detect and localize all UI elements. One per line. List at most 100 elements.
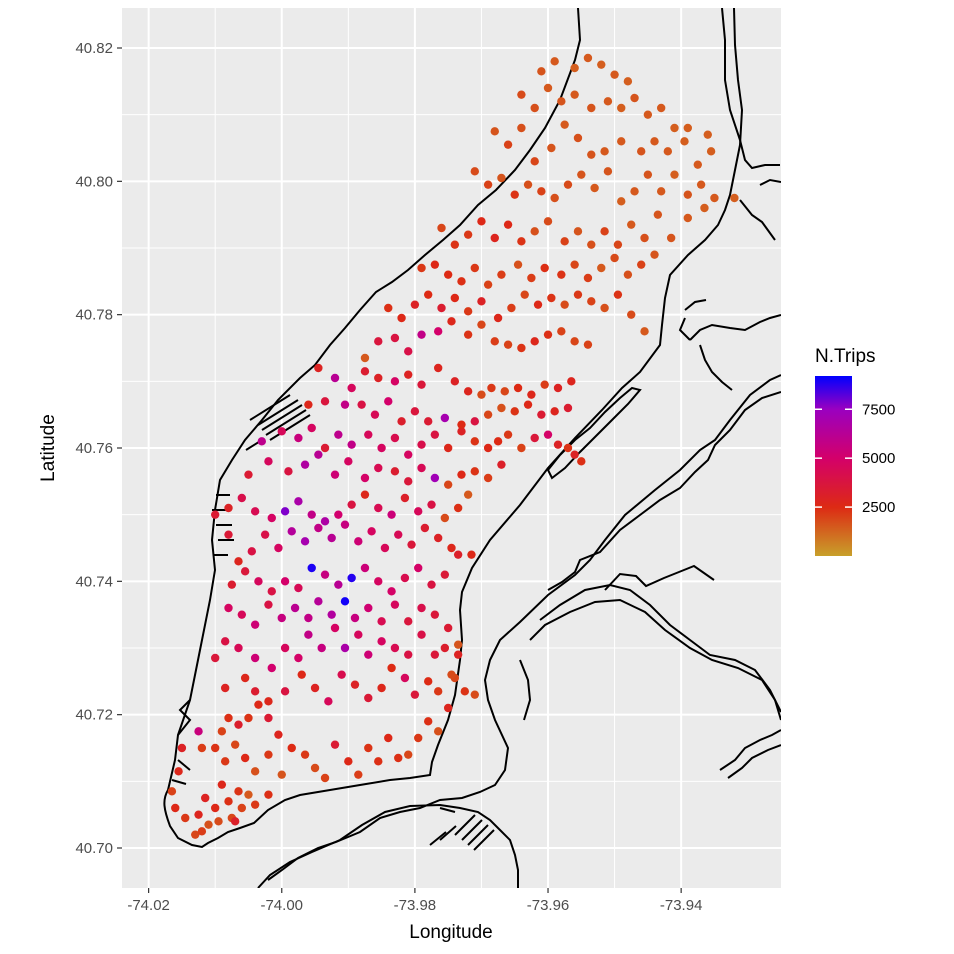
station-point [453, 640, 463, 649]
station-point [234, 557, 243, 566]
station-point [354, 770, 363, 779]
station-point [543, 83, 553, 93]
station-point [171, 803, 180, 813]
station-point [360, 490, 370, 499]
station-point [367, 527, 376, 536]
station-point [570, 337, 579, 346]
station-point [570, 450, 579, 459]
station-point [344, 457, 353, 466]
station-point [337, 670, 346, 679]
newtown-creek [529, 598, 781, 721]
station-point [404, 450, 413, 459]
station-point [573, 133, 583, 143]
station-point [670, 170, 679, 179]
station-point [297, 670, 306, 679]
station-point [543, 330, 553, 339]
station-point [400, 493, 410, 503]
y-axis-title: Latitude [38, 414, 59, 482]
station-point [443, 270, 453, 279]
station-point [330, 373, 340, 383]
y-tick-label: 40.76 [75, 440, 113, 457]
station-point [387, 510, 396, 519]
station-point [517, 90, 526, 99]
station-point [264, 790, 273, 799]
station-point [394, 530, 403, 539]
station-point [570, 63, 579, 73]
station-point [244, 470, 253, 479]
y-tick-label: 40.72 [75, 707, 113, 724]
station-point [234, 643, 243, 653]
station-point [470, 690, 479, 699]
manhattan-west-shore [167, 8, 582, 791]
station-point [247, 547, 257, 556]
queens-shore [547, 391, 781, 591]
station-point [300, 460, 310, 469]
station-point [530, 227, 539, 236]
station-point [443, 480, 453, 489]
station-point [250, 507, 260, 516]
station-point [220, 757, 230, 766]
station-point [490, 127, 499, 136]
station-point [443, 623, 453, 633]
station-point [477, 390, 486, 399]
station-point [583, 273, 593, 283]
station-point [640, 233, 649, 243]
station-point [320, 443, 330, 453]
station-point [350, 613, 360, 623]
station-point [330, 470, 340, 479]
station-point [700, 203, 709, 213]
brooklyn-piers [429, 814, 495, 851]
station-point [577, 457, 586, 466]
station-point [573, 290, 583, 299]
station-point [583, 53, 593, 63]
station-point [637, 260, 646, 269]
station-point [627, 220, 636, 229]
station-point [457, 277, 466, 286]
station-point [254, 700, 263, 709]
station-point [550, 57, 559, 66]
station-point [400, 673, 410, 683]
station-point [224, 713, 233, 723]
station-point [497, 270, 506, 279]
station-point [394, 753, 403, 763]
station-point [410, 300, 420, 309]
station-point [587, 297, 596, 306]
station-point [523, 180, 533, 189]
station-point [424, 290, 433, 299]
coastline-outline [163, 8, 781, 888]
brooklyn-east [719, 729, 781, 779]
station-point [264, 600, 273, 609]
station-point [300, 537, 310, 546]
station-point [340, 643, 350, 653]
station-point [440, 570, 450, 579]
station-point [414, 507, 423, 516]
y-tick-label: 40.82 [75, 40, 113, 57]
station-point [477, 320, 486, 329]
station-point [550, 193, 559, 203]
station-point [563, 180, 573, 189]
station-point [244, 713, 253, 723]
station-point [600, 303, 609, 313]
station-point [623, 77, 633, 86]
station-point [680, 137, 689, 146]
station-point [404, 750, 413, 759]
station-point [377, 637, 386, 646]
station-point [613, 290, 623, 299]
station-point [666, 233, 676, 243]
station-point [563, 443, 573, 453]
station-point [280, 687, 290, 696]
station-point [450, 377, 460, 386]
station-point [390, 433, 400, 443]
station-point [513, 383, 523, 393]
station-point [637, 147, 646, 156]
station-point [433, 533, 443, 543]
station-point [460, 687, 470, 696]
station-point [197, 743, 207, 753]
station-point [470, 437, 479, 446]
station-point [384, 397, 393, 406]
station-point [437, 223, 446, 233]
data-points [167, 53, 739, 839]
station-point [210, 653, 220, 663]
station-point [400, 573, 410, 583]
station-point [197, 827, 207, 836]
